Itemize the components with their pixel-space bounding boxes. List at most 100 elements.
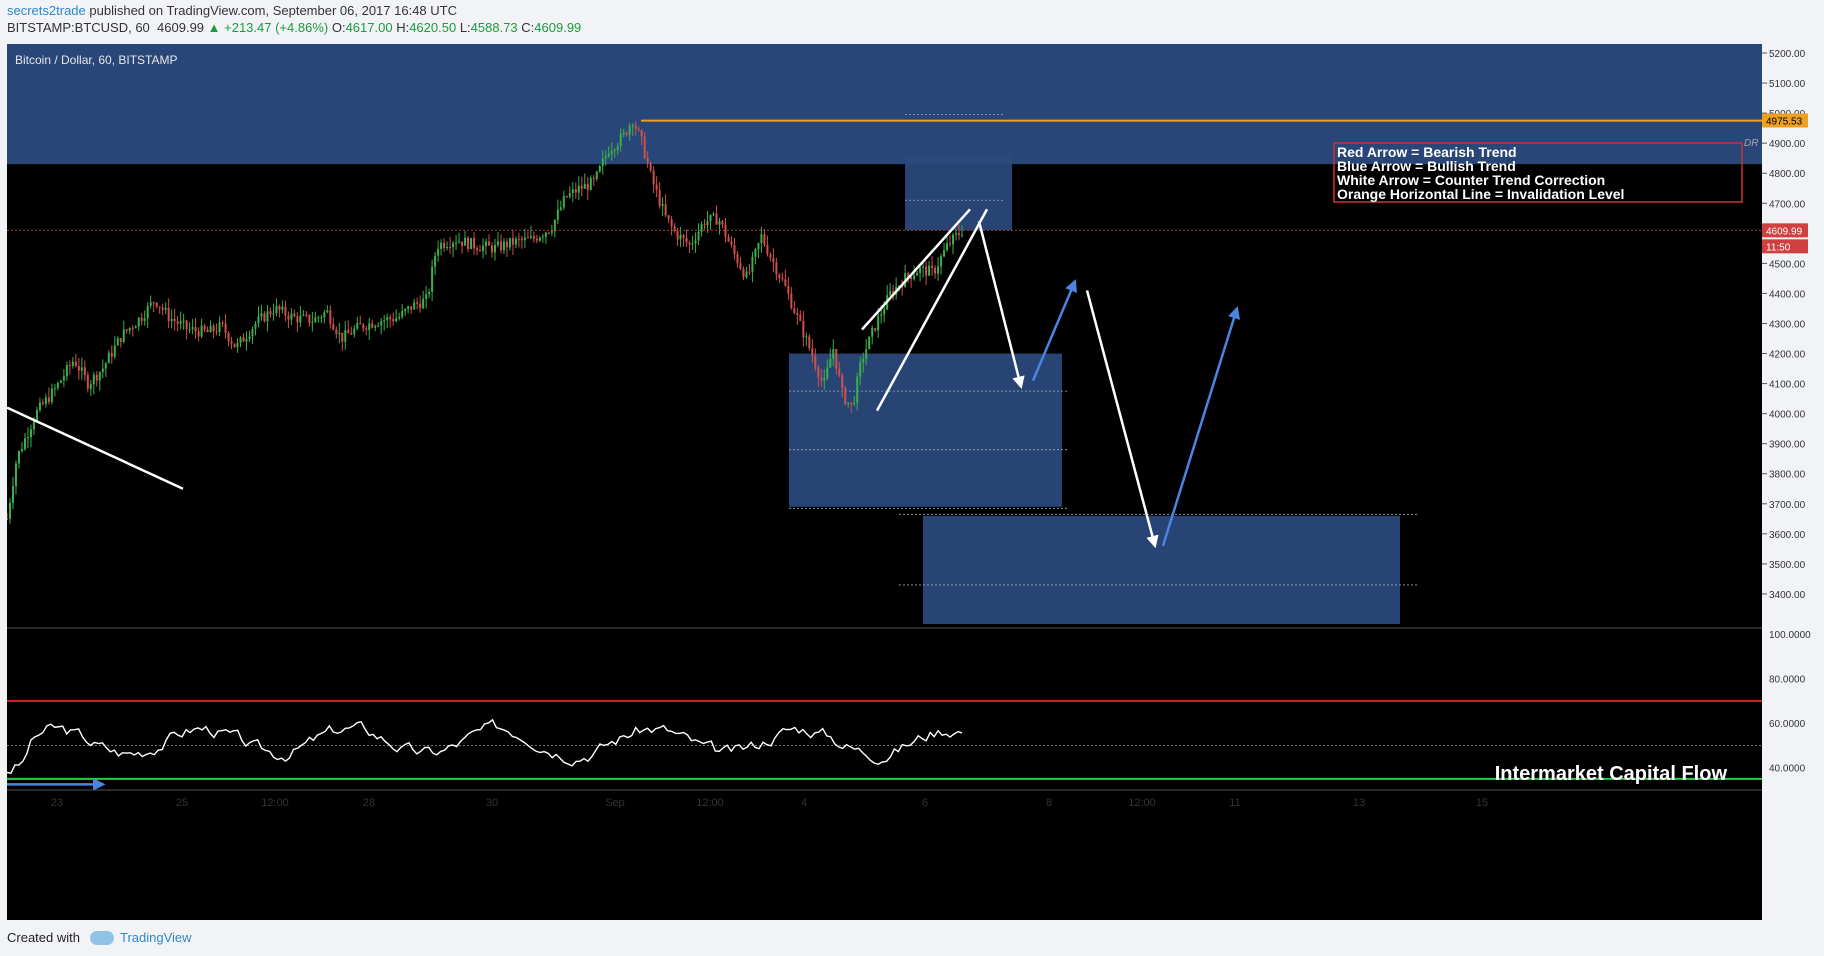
candle-body <box>820 377 823 381</box>
candle-body <box>470 238 473 249</box>
x-tick-label: 6 <box>922 797 928 809</box>
demand-zone <box>7 44 1762 165</box>
candle-body <box>751 256 754 272</box>
chart-container[interactable]: 5200.005100.005000.004900.004800.004700.… <box>6 44 1817 920</box>
candle-body <box>374 326 377 328</box>
ohlc-line: BITSTAMP:BTCUSD, 60 4609.99 ▲ +213.47 (+… <box>7 20 581 35</box>
author-link[interactable]: secrets2trade <box>7 3 86 18</box>
price-chart[interactable]: 5200.005100.005000.004900.004800.004700.… <box>6 44 1817 920</box>
candle-body <box>452 243 455 248</box>
candle-body <box>257 316 260 324</box>
candle-body <box>580 185 583 189</box>
candle-body <box>329 310 332 324</box>
candle-body <box>880 314 883 316</box>
candle-body <box>317 317 320 319</box>
candle-body <box>362 324 365 329</box>
tradingview-link[interactable]: TradingView <box>119 930 192 945</box>
countdown-label: 11:50 <box>1766 242 1791 253</box>
price-axis-background <box>1762 44 1817 920</box>
candle-body <box>425 294 428 299</box>
candle-body <box>299 315 302 323</box>
candle-body <box>356 323 359 329</box>
demand-zone <box>923 515 1400 624</box>
candle-body <box>431 266 434 292</box>
x-tick-label: 12:00 <box>1128 797 1156 809</box>
candle-body <box>709 214 712 221</box>
candle-body <box>925 266 928 276</box>
candle-body <box>32 421 35 430</box>
candle-body <box>844 388 847 405</box>
candle-body <box>787 285 790 294</box>
candle-body <box>511 237 514 245</box>
candle-body <box>871 327 874 337</box>
candle-body <box>544 232 547 237</box>
invalidation-price-label: 4975.53 <box>1766 116 1803 127</box>
x-tick-label: 30 <box>486 797 498 809</box>
candle-body <box>251 328 254 337</box>
candle-body <box>640 130 643 137</box>
candle-body <box>649 163 652 171</box>
candle-body <box>68 365 71 367</box>
candle-body <box>601 158 604 167</box>
candle-body <box>8 503 11 519</box>
low-label: L: <box>459 20 471 35</box>
axes: 5200.005100.005000.004900.004800.004700.… <box>7 49 1811 809</box>
candle-body <box>242 337 245 342</box>
candle-body <box>937 266 940 274</box>
candle-body <box>59 380 62 383</box>
created-with-label: Created with <box>7 930 80 945</box>
candle-body <box>371 323 374 328</box>
legend-box: Red Arrow = Bearish Trend Blue Arrow = B… <box>1333 142 1743 203</box>
candle-body <box>946 243 949 251</box>
bullish-arrow <box>1031 279 1077 382</box>
y-tick-label: 4100.00 <box>1769 380 1806 391</box>
candle-body <box>766 244 769 255</box>
candle-body <box>17 451 20 464</box>
candle-body <box>143 318 146 321</box>
candle-body <box>104 363 107 369</box>
candle-body <box>853 402 856 405</box>
candle-body <box>883 309 886 315</box>
candle-body <box>778 274 781 278</box>
invalidation-tag: DR <box>1744 138 1758 149</box>
candle-body <box>53 388 56 390</box>
candle-body <box>499 241 502 251</box>
candle-body <box>889 290 892 296</box>
candle-body <box>559 207 562 210</box>
candle-body <box>745 271 748 278</box>
candle-body <box>44 397 47 404</box>
candle-body <box>496 241 499 245</box>
candle-body <box>574 189 577 193</box>
candle-body <box>182 320 185 322</box>
candle-body <box>784 279 787 286</box>
candle-body <box>170 318 173 322</box>
candle-body <box>461 241 464 246</box>
legend-blue-arrow: Blue Arrow = Bullish Trend <box>1337 158 1516 174</box>
candle-body <box>380 321 383 326</box>
candle-body <box>20 449 23 452</box>
candle-body <box>125 329 128 331</box>
candle-body <box>278 305 281 310</box>
candle-body <box>547 232 550 234</box>
candle-body <box>152 302 155 304</box>
candle-body <box>479 250 482 252</box>
candle-body <box>691 243 694 245</box>
candle-body <box>386 317 389 321</box>
candle-body <box>685 237 688 243</box>
y-tick-label: 3600.00 <box>1769 530 1806 541</box>
y-tick-label: 3800.00 <box>1769 470 1806 481</box>
candle-body <box>586 183 589 190</box>
candle-body <box>47 397 50 402</box>
candle-body <box>404 309 407 312</box>
candle-body <box>434 255 437 267</box>
candle-body <box>122 329 125 342</box>
candle-body <box>643 136 646 159</box>
current-price-label: 4609.99 <box>1766 226 1803 237</box>
candle-body <box>697 231 700 241</box>
candle-body <box>799 314 802 321</box>
candle-body <box>128 327 131 331</box>
candle-body <box>607 153 610 157</box>
candle-body <box>760 234 763 244</box>
candle-body <box>224 323 227 333</box>
candle-body <box>395 318 398 322</box>
